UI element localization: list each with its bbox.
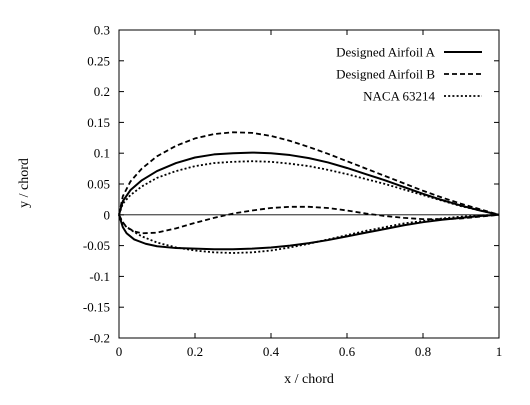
y-axis-ticks: -0.2 -0.15 -0.1 -0.05 0 0.05 0.1 0.15 0.2 0.25 0.3 <box>83 23 499 346</box>
series-1-upper-surface <box>118 151 500 216</box>
y-tick-label: 0.2 <box>94 84 110 99</box>
y-tick-label: 0 <box>104 207 111 222</box>
x-axis-label: x / chord <box>284 372 334 387</box>
legend-label: Designed Airfoil B <box>336 67 435 82</box>
series-1-lower-surface <box>118 213 500 251</box>
legend-label: NACA 63214 <box>363 89 435 104</box>
x-tick-label: 0.8 <box>415 344 431 359</box>
legend: Designed Airfoil A Designed Airfoil B NACA… <box>336 45 482 104</box>
x-tick-label: 0.4 <box>263 344 280 359</box>
x-tick-label: 0.2 <box>187 344 203 359</box>
y-tick-label: 0.1 <box>94 146 110 161</box>
legend-label: Designed Airfoil A <box>336 45 436 60</box>
y-tick-label: 0.15 <box>87 115 110 130</box>
series-layer <box>118 131 500 254</box>
y-tick-label: -0.15 <box>83 300 110 315</box>
y-tick-label: 0.3 <box>94 23 110 38</box>
y-tick-label: 0.05 <box>87 177 110 192</box>
x-tick-label: 0.6 <box>339 344 356 359</box>
plot-frame <box>118 29 500 339</box>
y-tick-label: -0.05 <box>83 238 110 253</box>
series-3-lower-surface <box>118 213 500 254</box>
x-tick-label: 0 <box>116 344 123 359</box>
x-tick-label: 1 <box>496 344 503 359</box>
series-1 <box>118 151 500 251</box>
series-2-lower-surface <box>118 205 500 235</box>
series-3-upper-surface <box>118 160 500 216</box>
x-axis-ticks: 0 0.2 0.4 0.6 0.8 1 <box>116 30 503 359</box>
y-tick-label: -0.1 <box>89 269 110 284</box>
y-tick-label: 0.25 <box>87 53 110 68</box>
series-2 <box>118 131 500 235</box>
series-3 <box>118 160 500 254</box>
y-tick-label: -0.2 <box>89 331 110 346</box>
plot-border <box>118 29 500 339</box>
series-2-upper-surface <box>118 131 500 216</box>
y-axis-label: y / chord <box>17 158 32 208</box>
